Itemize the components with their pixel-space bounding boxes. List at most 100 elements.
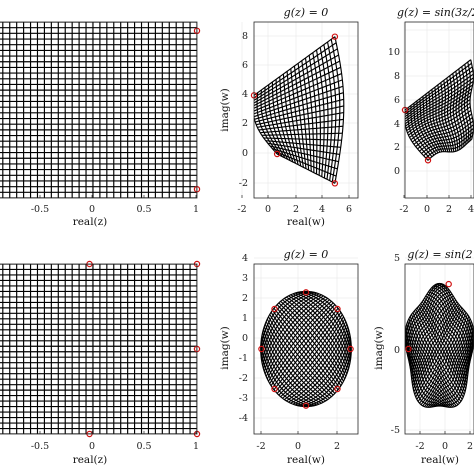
mesh-line: [405, 66, 473, 116]
y-tick-label: -2: [239, 178, 248, 189]
x-tick-label: 2: [446, 204, 452, 215]
x-tick-label: 4: [319, 204, 325, 215]
mesh-group: [0, 22, 197, 198]
x-tick-label: -2: [237, 204, 246, 215]
mesh-line: [254, 73, 342, 112]
vertex-marker: [405, 345, 412, 353]
x-tick-label: 0: [424, 204, 430, 215]
mesh-group: [405, 59, 474, 161]
y-tick-label: 8: [242, 31, 248, 42]
x-tick-label: 2: [293, 204, 299, 215]
y-tick-label: 4: [242, 89, 248, 100]
mesh-line: [405, 70, 474, 118]
x-tick-label: -2: [399, 204, 408, 215]
y-tick-label: 0: [394, 345, 400, 356]
panel-title: g(z) = sin(2: [407, 248, 472, 261]
y-tick-label: 6: [242, 60, 248, 71]
vertex-marker: [331, 33, 339, 40]
x-tick-label: 6: [346, 204, 352, 215]
mesh-line: [254, 54, 339, 104]
vertex-marker: [258, 345, 265, 353]
mesh-line: [255, 98, 344, 123]
mesh-group: [405, 282, 474, 408]
x-tick-label: 0: [89, 441, 95, 452]
axes-frame: [404, 263, 474, 435]
mesh-line: [254, 92, 344, 120]
y-tick-label: 8: [394, 71, 400, 82]
panel-title: g(z) = sin(3z/2): [397, 6, 474, 19]
mesh-line: [269, 145, 339, 163]
mesh-line: [407, 95, 471, 134]
mesh-line: [405, 88, 473, 129]
mesh-line: [261, 132, 343, 136]
mesh-line: [260, 291, 315, 360]
mesh-line: [405, 84, 473, 127]
y-tick-label: 0: [394, 166, 400, 177]
mesh-line: [405, 77, 474, 122]
mesh-line: [257, 112, 344, 128]
x-tick-label: 0: [265, 204, 271, 215]
y-tick-label: 2: [242, 293, 248, 304]
x-axis-label: real(w): [421, 454, 459, 466]
mesh-line: [261, 292, 317, 363]
x-tick-label: 1: [193, 204, 199, 215]
vertex-marker: [334, 305, 341, 313]
mesh-line: [435, 284, 473, 357]
mesh-line: [415, 117, 473, 148]
vertex-marker: [302, 289, 310, 296]
y-tick-label: 1: [242, 313, 248, 324]
y-tick-label: 5: [394, 253, 400, 264]
vertex-marker: [271, 305, 278, 313]
mesh-line: [256, 105, 344, 126]
mesh-line: [408, 287, 448, 363]
mesh-line: [411, 109, 472, 143]
mesh-line: [295, 292, 351, 363]
mesh-line: [405, 73, 474, 120]
mesh-line: [405, 62, 472, 113]
mesh-line: [413, 113, 472, 145]
mesh-line: [423, 131, 474, 157]
y-tick-label: 10: [388, 47, 400, 58]
y-axis-label: imag(w): [219, 326, 231, 369]
y-tick-label: 2: [242, 118, 248, 129]
panel-identity-top: -0.5 0 0.5 1 real(z): [0, 21, 201, 228]
mesh-line: [274, 150, 337, 177]
y-tick-label: 0: [242, 333, 248, 344]
panel-title: g(z) = 0: [284, 6, 329, 19]
mesh-line: [254, 36, 336, 96]
y-tick-label: -5: [391, 425, 400, 436]
mesh-line: [276, 153, 336, 184]
x-tick-label: 0: [442, 441, 448, 452]
y-axis-label: imag(w): [219, 88, 231, 131]
mesh-line: [425, 135, 473, 159]
x-tick-label: 0: [89, 204, 95, 215]
x-tick-label: 0.5: [136, 204, 151, 215]
panel-identity-bottom: -0.5 0 0.5 1 real(z): [0, 260, 201, 466]
panel-gsin-sector: -2 0 2 4 0 2 4 6 8 10 g(z) = sin(3z/2): [388, 6, 474, 215]
x-axis-label: real(z): [73, 216, 108, 228]
mesh-line: [437, 283, 474, 353]
mesh-line: [405, 80, 474, 125]
mesh-line: [272, 148, 338, 170]
mesh-line: [419, 124, 474, 152]
mesh-line: [421, 128, 474, 154]
vertex-marker: [331, 180, 339, 187]
mesh-line: [254, 85, 344, 118]
vertex-marker: [347, 345, 354, 353]
mesh-line: [297, 291, 352, 360]
mesh-line: [263, 137, 342, 141]
mesh-line: [433, 285, 472, 360]
mesh-line: [427, 138, 473, 161]
mesh-line: [260, 125, 344, 134]
mesh-line: [262, 293, 320, 366]
y-tick-label: 4: [394, 119, 400, 130]
x-tick-label: 2: [467, 441, 473, 452]
vertex-marker: [271, 385, 278, 393]
axes-frame: [253, 263, 359, 435]
axes-frame: [0, 263, 198, 435]
vertex-marker: [273, 150, 281, 158]
mesh-line: [417, 120, 474, 150]
mesh-line: [305, 290, 352, 350]
mesh-line: [260, 290, 307, 350]
x-axis-label: real(w): [287, 216, 325, 228]
